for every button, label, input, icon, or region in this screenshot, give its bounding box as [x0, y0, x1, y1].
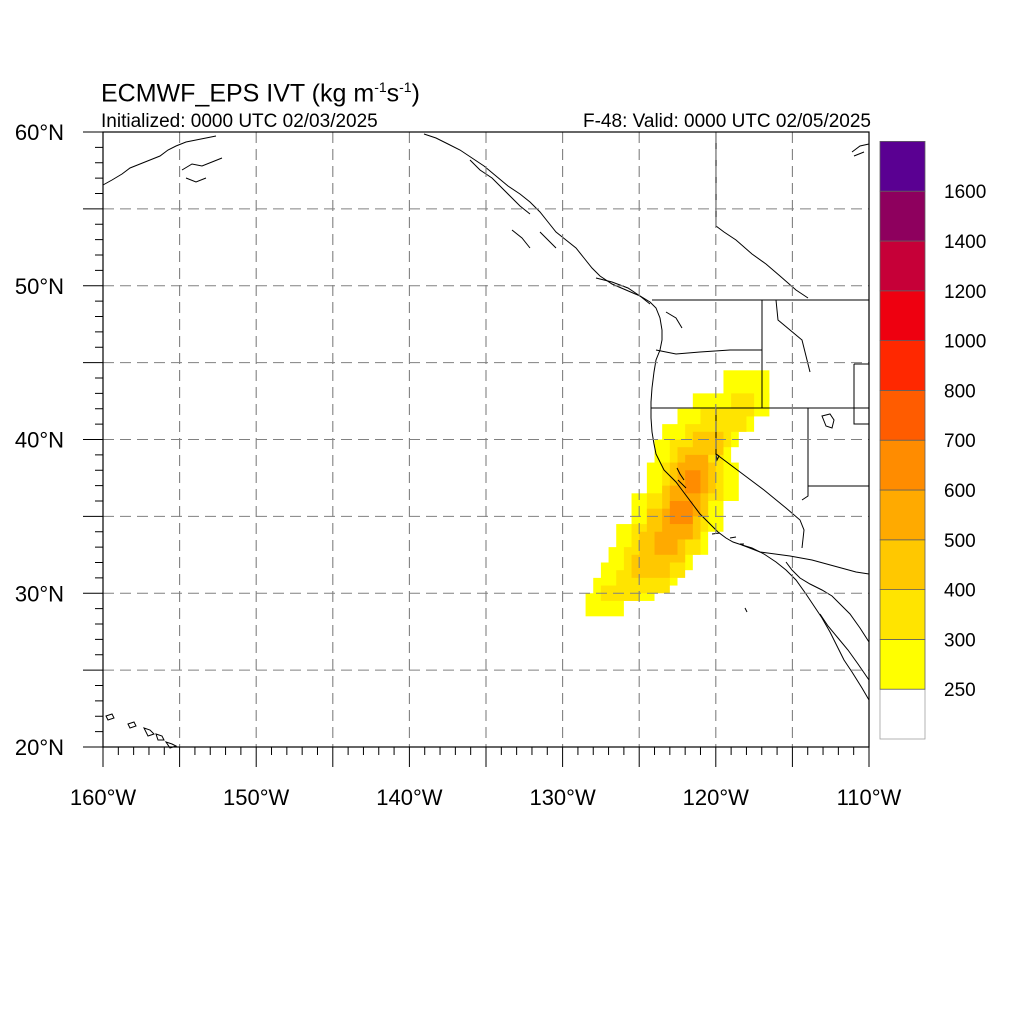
- longitude-label: 140°W: [376, 785, 443, 810]
- alaska-canada-border: [715, 132, 809, 299]
- colorbar-label: 300: [944, 630, 976, 651]
- graticule-layer: [103, 132, 869, 747]
- ivt-cell: [692, 431, 724, 455]
- colorbar-label: 600: [944, 481, 976, 502]
- ivt-cell: [685, 470, 701, 494]
- colorbar-swatch: [879, 340, 926, 391]
- colorbar-swatch: [879, 539, 926, 590]
- nevada-utah-border: [801, 408, 809, 501]
- wyoming-borders: [853, 363, 869, 425]
- colorbar-swatch: [879, 589, 926, 640]
- initialized-label: Initialized: 0000 UTC 02/03/2025: [101, 111, 378, 132]
- colorbar-swatch: [879, 240, 926, 292]
- longitude-label: 160°W: [70, 785, 137, 810]
- colorbar-swatch: [879, 439, 926, 491]
- longitude-label: 130°W: [529, 785, 596, 810]
- hawaii-islands: [105, 713, 178, 749]
- colorbar-label: 1600: [944, 182, 986, 203]
- colorbar-label: 250: [944, 680, 976, 701]
- colorbar-label: 1200: [944, 282, 986, 303]
- mexico-border: [741, 544, 870, 575]
- ivt-cell: [685, 454, 709, 471]
- latitude-label: 50°N: [15, 274, 64, 299]
- colorbar-label: 800: [944, 381, 976, 402]
- alaska-coastline: [102, 135, 223, 186]
- colorbar-label: 1400: [944, 232, 986, 253]
- colorbar-swatch: [879, 190, 926, 242]
- ca-nv-border: [715, 408, 805, 549]
- colorbar: 250 300 400 500 600 700 800 1000 1200 1400 1600: [879, 140, 986, 740]
- north-america-coastline: [423, 133, 870, 701]
- ivt-cell: [669, 501, 693, 525]
- lake-tahoe: [715, 452, 720, 462]
- colorbar-label: 700: [944, 431, 976, 452]
- axis-ticks-layer: [83, 131, 870, 767]
- longitude-label: 110°W: [837, 785, 902, 810]
- san-francisco-bay: [676, 467, 687, 489]
- latitude-label: 20°N: [15, 735, 64, 760]
- longitude-label: 150°W: [223, 785, 290, 810]
- valid-time-label: F-48: Valid: 0000 UTC 02/05/2025: [583, 111, 871, 132]
- latitude-label: 60°N: [15, 120, 64, 145]
- hudson-coast: [851, 143, 870, 157]
- longitude-label: 120°W: [683, 785, 750, 810]
- latitude-label: 30°N: [15, 581, 64, 606]
- alaska-panhandle-islands: [469, 159, 683, 329]
- colorbar-swatch: [879, 389, 926, 441]
- great-salt-lake: [821, 413, 835, 429]
- colorbar-swatch: [879, 688, 926, 740]
- colorbar-swatch: [879, 290, 926, 341]
- colorbar-label: 500: [944, 531, 976, 552]
- colorbar-swatch: [879, 639, 926, 690]
- colorbar-swatch: [879, 489, 926, 541]
- ivt-cell: [731, 393, 755, 417]
- latitude-label: 40°N: [15, 428, 64, 453]
- colorbar-label: 1000: [944, 332, 986, 353]
- figure-title: ECMWF_EPS IVT (kg m-1s-1): [101, 79, 420, 108]
- wa-or-border: [655, 349, 762, 355]
- idaho-borders: [761, 299, 811, 408]
- colorbar-swatch: [879, 140, 926, 192]
- colorbar-label: 400: [944, 581, 976, 602]
- ivt-field-layer: [585, 370, 770, 617]
- baja-gulf-coastline: [785, 561, 870, 681]
